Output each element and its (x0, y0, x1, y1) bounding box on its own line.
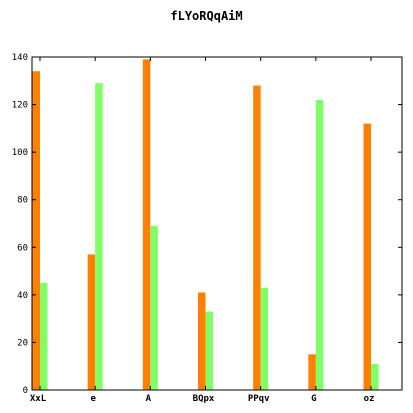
bar-series-0-G (308, 354, 316, 390)
bar-series-1-e (95, 83, 103, 391)
y-tick-label-60: 60 (17, 243, 28, 253)
bar-series-1-XxL (40, 282, 48, 390)
x-tick-label-XxL: XxL (30, 394, 47, 404)
x-tick-label-BQpx: BQpx (193, 394, 215, 404)
bar-series-1-A (150, 225, 158, 390)
chart-title: fLYoRQqAiM (170, 9, 243, 23)
x-tick-label-A: A (146, 394, 152, 404)
bar-series-1-oz (371, 363, 379, 390)
bar-series-1-BQpx (205, 311, 213, 390)
bar-series-1-G (315, 99, 324, 391)
x-tick-label-oz: oz (364, 394, 375, 404)
x-tick-label-G: G (311, 394, 316, 404)
bar-series-0-A (142, 59, 151, 390)
bar-series-1-PPqv (260, 287, 269, 390)
y-tick-label-120: 120 (12, 101, 28, 111)
y-tick-label-40: 40 (17, 291, 28, 301)
y-tick-label-100: 100 (12, 148, 28, 158)
y-tick-label-80: 80 (17, 196, 28, 206)
y-tick-label-140: 140 (12, 53, 28, 63)
bar-series-0-PPqv (253, 85, 261, 391)
bar-series-0-BQpx (198, 292, 206, 390)
bar-series-0-oz (363, 123, 371, 390)
x-tick-label-PPqv: PPqv (248, 394, 270, 404)
y-tick-label-20: 20 (17, 338, 28, 348)
y-tick-label-0: 0 (23, 386, 28, 396)
x-tick-label-e: e (90, 394, 96, 404)
bar-series-0-e (87, 254, 96, 390)
plot-frame (31, 56, 403, 391)
bar-series-0-XxL (32, 71, 40, 391)
